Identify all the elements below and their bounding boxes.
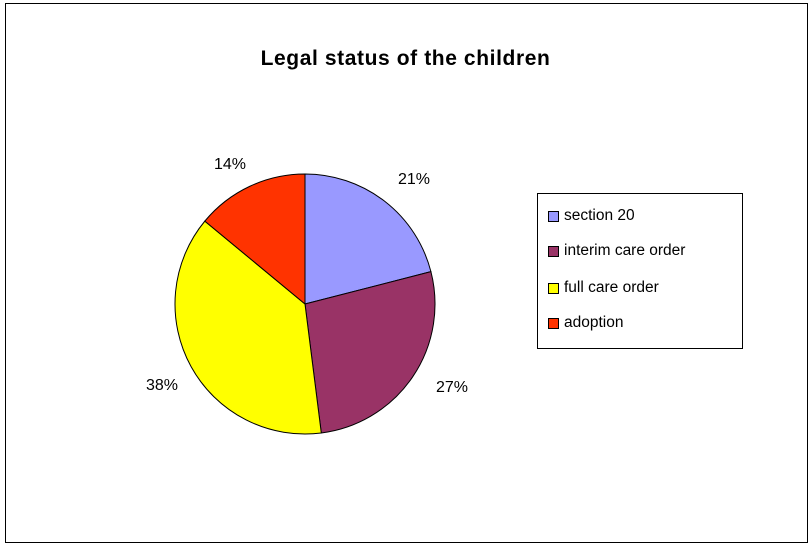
data-label-adoption: 14%	[214, 156, 246, 173]
legend-item-full-care-order: full care order	[548, 278, 659, 298]
pie-slice-section-20	[304, 173, 432, 305]
pie-slice-full-care-order	[174, 220, 322, 435]
pie-chart: 21% 27% 38% 14%	[146, 156, 468, 435]
legend-swatch-full-care-order	[548, 282, 559, 294]
legend-item-section-20: section 20	[548, 206, 635, 226]
legend-label-adoption: adoption	[564, 314, 624, 331]
legend-label-full-care-order: full care order	[564, 279, 659, 296]
legend-swatch-interim-care-order	[548, 245, 559, 257]
pie-slice-adoption	[204, 173, 306, 306]
legend: section 20 interim care order full care …	[537, 193, 743, 349]
legend-label-section-20: section 20	[564, 207, 635, 224]
chart-title: Legal status of the children	[260, 47, 551, 70]
legend-item-adoption: adoption	[548, 313, 623, 333]
legend-swatch-section-20	[548, 210, 559, 222]
legend-swatch-adoption	[548, 317, 559, 329]
legend-label-interim-care-order: interim care order	[564, 242, 686, 259]
pie-slice-interim-care-order	[304, 271, 436, 434]
data-label-full-care-order: 38%	[146, 377, 178, 394]
legend-item-interim-care-order: interim care order	[548, 241, 685, 261]
data-label-interim-care-order: 27%	[436, 379, 468, 396]
data-label-section-20: 21%	[398, 171, 430, 188]
